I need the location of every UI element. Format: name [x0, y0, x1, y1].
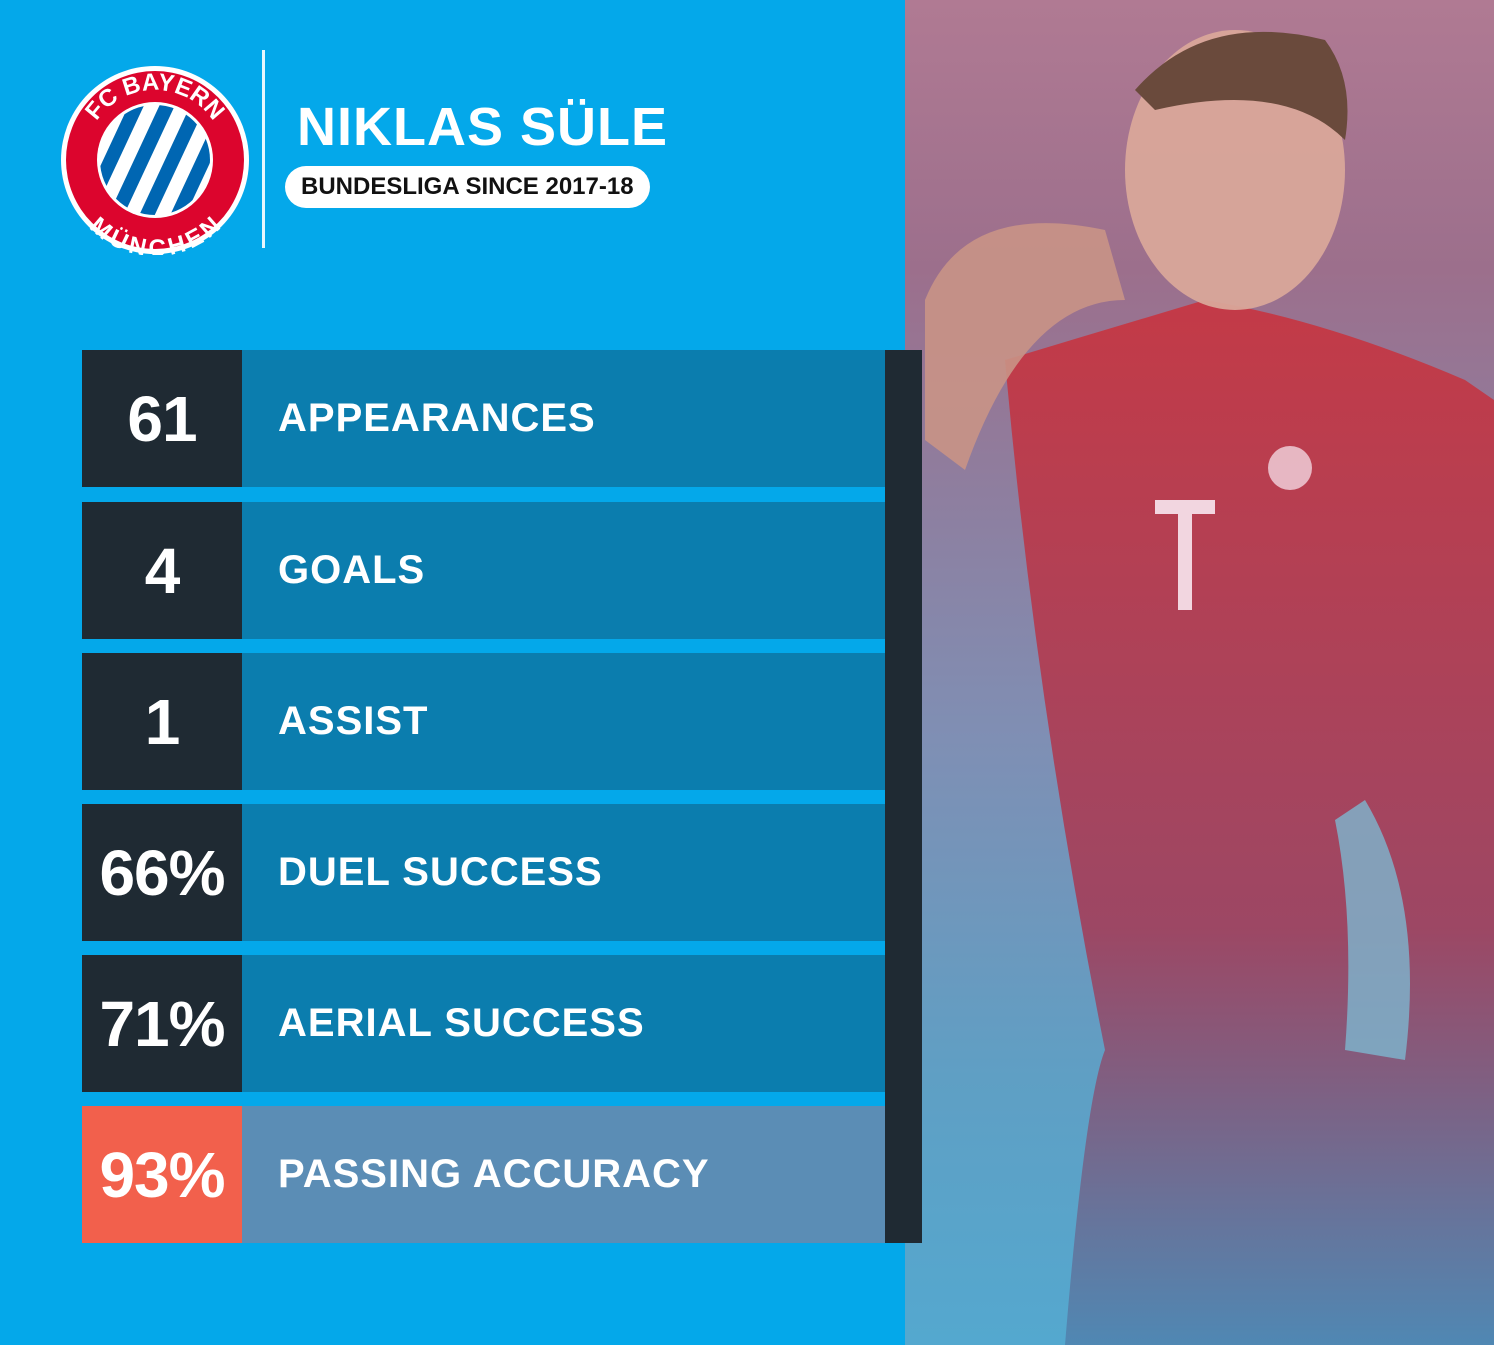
stat-label: PASSING ACCURACY	[242, 1106, 885, 1243]
player-name: NIKLAS SÜLE	[297, 97, 669, 157]
header-divider	[262, 50, 265, 248]
stat-row-goals: 4 GOALS	[82, 502, 885, 639]
subtitle-badge: BUNDESLIGA SINCE 2017-18	[285, 166, 650, 208]
stats-side-bar	[885, 350, 922, 1243]
stat-label: GOALS	[242, 502, 885, 639]
stat-label: APPEARANCES	[242, 350, 885, 487]
stat-row-passing-accuracy: 93% PASSING ACCURACY	[82, 1106, 885, 1243]
stat-row-appearances: 61 APPEARANCES	[82, 350, 885, 487]
stat-value: 4	[82, 502, 242, 639]
player-photo-illustration	[925, 30, 1494, 1345]
stat-value: 93%	[82, 1106, 242, 1243]
stat-label: DUEL SUCCESS	[242, 804, 885, 941]
stat-row-aerial-success: 71% AERIAL SUCCESS	[82, 955, 885, 1092]
stat-value: 61	[82, 350, 242, 487]
stat-label: ASSIST	[242, 653, 885, 790]
fc-bayern-crest-icon: FC BAYERN MÜNCHEN	[61, 66, 249, 255]
stat-row-duel-success: 66% DUEL SUCCESS	[82, 804, 885, 941]
stat-value: 66%	[82, 804, 242, 941]
stat-row-assist: 1 ASSIST	[82, 653, 885, 790]
stat-label: AERIAL SUCCESS	[242, 955, 885, 1092]
stat-value: 71%	[82, 955, 242, 1092]
player-photo	[905, 0, 1494, 1345]
stat-value: 1	[82, 653, 242, 790]
